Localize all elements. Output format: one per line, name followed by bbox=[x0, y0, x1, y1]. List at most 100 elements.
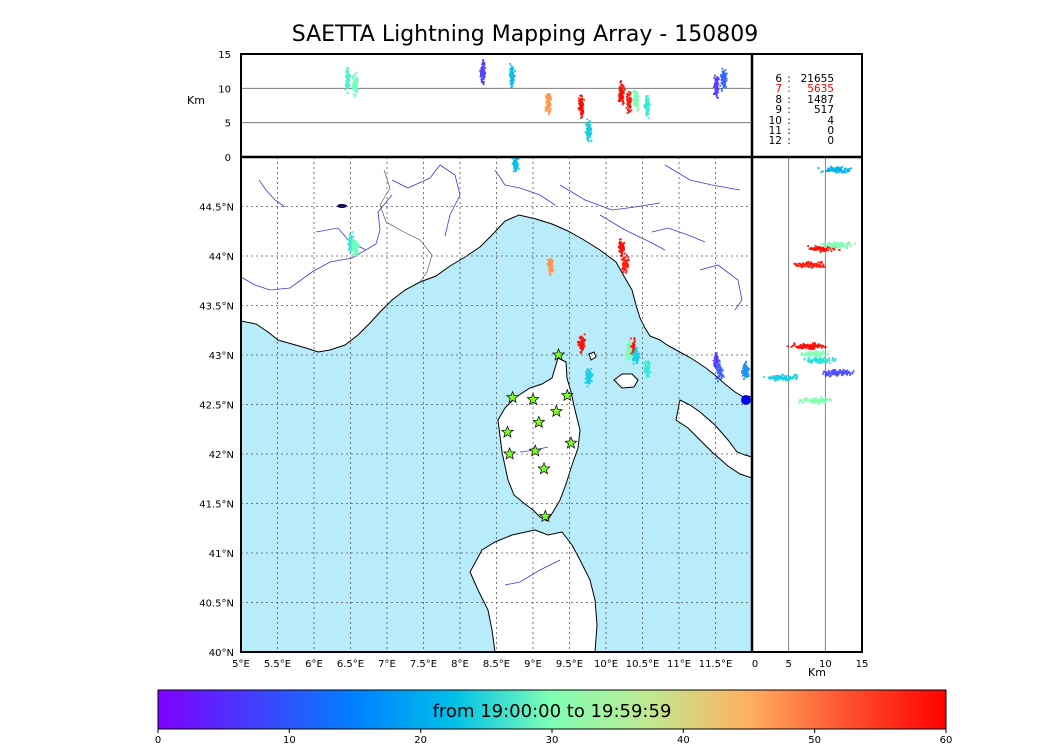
lightning-source bbox=[510, 65, 513, 67]
lightning-source bbox=[722, 86, 725, 89]
lightning-source bbox=[716, 77, 718, 79]
lightning-source bbox=[512, 170, 515, 173]
lightning-source bbox=[582, 104, 585, 107]
lightning-source bbox=[626, 109, 629, 111]
lightning-source bbox=[549, 259, 551, 262]
lightning-source bbox=[803, 358, 806, 361]
lightning-source bbox=[724, 78, 726, 81]
lightning-source bbox=[745, 372, 747, 375]
lightning-source bbox=[797, 345, 800, 348]
lightning-source bbox=[354, 85, 356, 88]
lightning-source bbox=[352, 77, 355, 80]
lightning-source bbox=[349, 239, 352, 242]
lightning-source bbox=[818, 345, 821, 348]
lightning-source bbox=[713, 76, 716, 79]
lightning-source bbox=[820, 351, 823, 354]
lightning-source bbox=[481, 63, 484, 65]
lightning-source bbox=[621, 94, 624, 97]
lightning-source bbox=[846, 242, 849, 245]
lightning-source bbox=[513, 164, 516, 166]
lightning-source bbox=[834, 369, 837, 372]
lightning-source bbox=[827, 359, 829, 361]
lightning-source bbox=[814, 344, 817, 347]
lightning-source bbox=[833, 241, 835, 244]
lightning-source bbox=[621, 98, 624, 101]
lightning-source bbox=[354, 94, 357, 97]
lightning-source bbox=[714, 86, 717, 89]
lightning-source bbox=[820, 354, 822, 357]
lightning-source bbox=[629, 97, 631, 100]
x-tick-label: 9.5°E bbox=[556, 659, 583, 670]
lightning-source bbox=[834, 170, 837, 173]
lightning-source bbox=[626, 344, 629, 346]
lightning-source bbox=[716, 366, 718, 369]
lightning-source bbox=[835, 245, 837, 248]
lightning-source bbox=[479, 69, 482, 72]
map-sources bbox=[347, 157, 750, 388]
lightning-source bbox=[637, 101, 639, 104]
lightning-source bbox=[347, 67, 350, 70]
lightning-source bbox=[646, 110, 649, 112]
lightning-source bbox=[823, 243, 826, 245]
lightning-source bbox=[784, 378, 787, 380]
lightning-source bbox=[587, 139, 590, 141]
lightning-source bbox=[635, 350, 637, 353]
lightning-source bbox=[585, 122, 588, 125]
lightning-source bbox=[357, 245, 360, 248]
lightning-source bbox=[619, 99, 622, 102]
lightning-source bbox=[841, 165, 844, 168]
lightning-source bbox=[826, 398, 829, 401]
lightning-source bbox=[621, 268, 624, 270]
lightning-source bbox=[551, 262, 554, 264]
lightning-source bbox=[551, 270, 554, 273]
lightning-source bbox=[547, 109, 549, 111]
lightning-source bbox=[828, 247, 831, 249]
lightning-source bbox=[348, 79, 351, 82]
lightning-source bbox=[622, 246, 625, 249]
lightning-source bbox=[830, 245, 833, 248]
lightning-source bbox=[625, 106, 628, 109]
lightning-source bbox=[841, 245, 844, 248]
lightning-source bbox=[820, 362, 822, 364]
lightning-source bbox=[793, 374, 796, 376]
lightning-source bbox=[841, 371, 844, 373]
lightning-source bbox=[581, 107, 584, 110]
colorbar-tick-label: 40 bbox=[677, 735, 690, 746]
lightning-source bbox=[630, 343, 633, 346]
lightning-source bbox=[716, 81, 718, 84]
lightning-source bbox=[624, 259, 626, 261]
lightning-source bbox=[720, 90, 723, 92]
lightning-source bbox=[483, 71, 486, 74]
lightning-source bbox=[811, 398, 814, 400]
lightning-source bbox=[645, 370, 648, 373]
lightning-source bbox=[644, 366, 647, 369]
lightning-source bbox=[644, 371, 647, 374]
lightning-source bbox=[816, 263, 819, 266]
lightning-source bbox=[582, 339, 585, 342]
lightning-source bbox=[851, 372, 854, 375]
lightning-source bbox=[823, 370, 826, 373]
lightning-source bbox=[353, 88, 356, 91]
lightning-source bbox=[517, 163, 520, 166]
lightning-source bbox=[626, 263, 629, 266]
lightning-source bbox=[644, 104, 647, 106]
lightning-source bbox=[818, 343, 820, 346]
lightning-source bbox=[820, 260, 823, 263]
lightning-source bbox=[799, 400, 802, 403]
lightning-source bbox=[547, 106, 550, 109]
lightning-source bbox=[586, 118, 589, 121]
lightning-source bbox=[581, 345, 583, 348]
lightning-source bbox=[826, 246, 829, 249]
lightning-source bbox=[482, 70, 485, 72]
lightning-source bbox=[829, 244, 831, 246]
lightning-source bbox=[720, 367, 723, 370]
lightning-source bbox=[793, 342, 796, 345]
lightning-source bbox=[840, 166, 843, 169]
lightning-source bbox=[637, 358, 639, 361]
lightning-source bbox=[724, 69, 727, 72]
lightning-source bbox=[820, 359, 823, 362]
lightning-source bbox=[779, 376, 781, 379]
lightning-source bbox=[821, 400, 824, 403]
lightning-source bbox=[586, 369, 589, 372]
lightning-source bbox=[355, 249, 357, 251]
